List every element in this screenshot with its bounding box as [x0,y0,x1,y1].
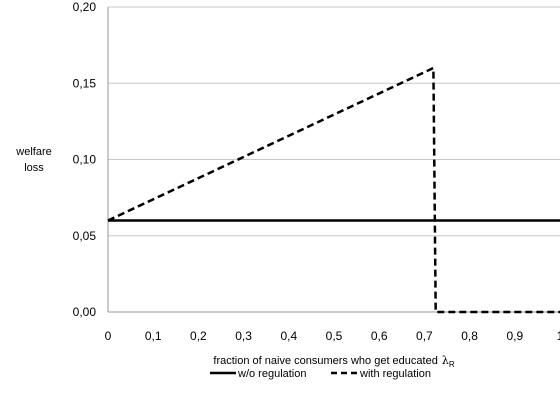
y-axis-title-line1: welfare [15,146,51,158]
x-tick-label: 0,6 [371,329,388,343]
x-axis-title: fraction of naive consumers who get educ… [213,354,454,369]
y-tick-label: 0,15 [73,76,97,90]
tick-labels: 0,00 0,05 0,10 0,15 0,20 0 0,1 0,2 0,3 0,4 0,5 0,6 0… [73,0,560,343]
x-tick-label: 0 [105,329,112,343]
x-tick-label: 0,1 [145,329,162,343]
y-tick-label: 0,05 [73,229,97,243]
x-tick-label: 0,4 [280,329,297,343]
series-line-with-regulation [107,66,560,314]
gridlines [108,6,560,237]
series-lines [107,66,560,314]
x-tick-label: 1 [557,329,560,343]
x-axis-title-text: fraction of naive consumers who get educ… [213,355,437,367]
x-tick-label: 0,7 [416,329,433,343]
legend-label-with-regulation: with regulation [359,368,431,380]
x-tick-label: 0,3 [235,329,252,343]
y-tick-label: 0,10 [73,153,97,167]
y-tick-label: 0,20 [73,0,97,14]
x-axis-title-subscript: R [449,360,455,369]
y-tick-label: 0,00 [73,305,97,319]
legend: w/o regulation with regulation [210,368,431,380]
legend-label-wo-regulation: w/o regulation [237,368,307,380]
x-tick-label: 0,2 [190,329,207,343]
y-axis-title-line2: loss [24,162,44,174]
x-axis-title-symbol: λ [442,354,449,367]
x-tick-label: 0,9 [506,329,523,343]
x-tick-label: 0,8 [461,329,478,343]
x-tick-label: 0,5 [326,329,343,343]
